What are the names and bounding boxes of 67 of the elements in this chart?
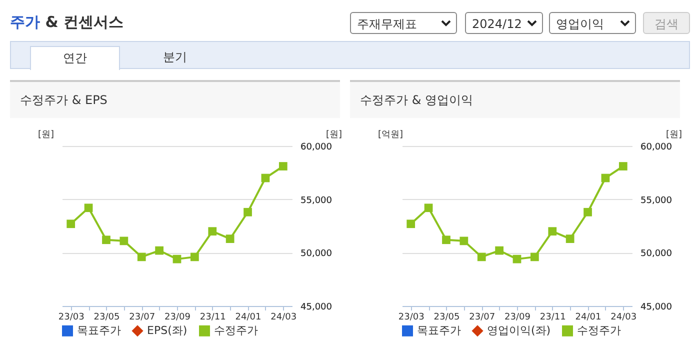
x-tick-label: 24/01: [235, 312, 262, 322]
y2-tick-label: 50,000: [640, 249, 672, 260]
x-tick-label: 23/09: [504, 312, 531, 322]
chart-title: 수정주가 & 영업이익: [350, 82, 680, 118]
point: [172, 254, 182, 264]
point: [244, 208, 252, 216]
search-button: 검색: [643, 12, 690, 34]
point: [120, 236, 128, 246]
y2-tick-label: 50,000: [300, 249, 332, 260]
x-tick-label: 23/11: [200, 312, 226, 322]
point: [618, 162, 628, 170]
x-tick-label: 23/07: [469, 312, 496, 322]
point: [424, 204, 433, 212]
point: [601, 174, 610, 182]
y2-tick-label: 60,000: [300, 142, 332, 152]
point: [278, 162, 288, 170]
x-tick-label: 23/07: [129, 312, 156, 322]
x-tick-label: 23/11: [540, 312, 566, 322]
point: [261, 174, 270, 182]
y-axis-title: [억원]: [378, 129, 404, 141]
y2-axis-title: [원]: [666, 129, 682, 141]
x-tick-label: 23/05: [94, 312, 120, 322]
x-tick-label: 23/09: [164, 312, 191, 322]
legend-label: EPS(좌): [147, 324, 188, 337]
point: [460, 236, 468, 246]
point: [84, 204, 93, 212]
x-tick-label: 24/01: [575, 312, 602, 322]
legend-label: 수정주가: [214, 324, 258, 337]
legend-label: 목표주가: [77, 324, 121, 337]
x-tick-label: 23/05: [434, 312, 460, 322]
point: [66, 220, 76, 228]
y2-tick-label: 55,000: [640, 196, 672, 206]
point: [530, 252, 539, 262]
legend-label: 수정주가: [577, 324, 621, 337]
point: [495, 246, 504, 255]
dropdown: 주재무제표: [350, 12, 457, 34]
x-tick-label: 24/03: [270, 312, 297, 322]
point: [102, 236, 110, 244]
x-tick-label: 24/03: [610, 312, 637, 322]
point: [442, 236, 450, 244]
point: [406, 220, 416, 228]
point: [226, 234, 234, 243]
point: [512, 254, 522, 264]
point: [477, 252, 486, 262]
chart-title: 수정주가 & EPS: [10, 82, 340, 118]
dropdown: 2024/12: [465, 12, 543, 34]
point: [566, 234, 574, 243]
text: 연간: [30, 46, 120, 70]
y2-tick-label: 55,000: [300, 196, 332, 206]
y2-axis-title: [원]: [326, 129, 342, 141]
point: [208, 227, 217, 236]
y2-tick-label: 45,000: [300, 302, 332, 312]
x-tick-label: 23/03: [58, 312, 84, 322]
text: 분기: [162, 49, 188, 66]
text: 주가 & 컨센서스: [10, 13, 124, 32]
legend-label: 영업이익(좌): [487, 324, 551, 337]
point: [190, 252, 199, 262]
y2-tick-label: 45,000: [640, 302, 672, 312]
y2-tick-label: 60,000: [640, 142, 672, 152]
point: [137, 252, 146, 262]
x-tick-label: 23/03: [398, 312, 424, 322]
legend-label: 목표주가: [417, 324, 461, 337]
point: [584, 208, 592, 216]
dropdown: 영업이익: [549, 12, 636, 34]
point: [155, 246, 164, 255]
y-axis-title: [원]: [38, 129, 54, 141]
point: [548, 227, 557, 236]
